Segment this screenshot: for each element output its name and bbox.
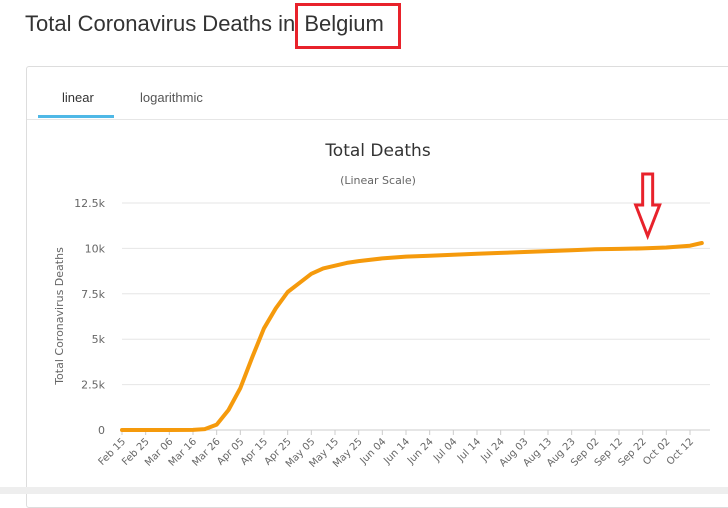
- chart-subtitle: (Linear Scale): [340, 174, 416, 187]
- series-layer: [120, 241, 704, 432]
- page-title-prefix: Total Coronavirus Deaths in: [25, 11, 302, 36]
- y-tick-labels: 0 2.5k 5k 7.5k 10k 12.5k: [74, 197, 105, 437]
- y-tick-label: 5k: [92, 333, 106, 346]
- active-tab-indicator: [38, 115, 114, 118]
- total-deaths-chart: Total Deaths (Linear Scale) Total Corona…: [53, 141, 710, 470]
- grid-lines: [122, 202, 710, 431]
- x-tick-label: Jul 14: [455, 436, 483, 464]
- x-tick-label: Jun 24: [405, 436, 436, 467]
- country-name: Belgium: [304, 11, 384, 36]
- scale-tabs: linear logarithmic: [27, 67, 728, 120]
- deaths-series-line: [120, 241, 704, 432]
- x-tick-label: Jul 04: [431, 436, 459, 464]
- chart-title: Total Deaths: [324, 141, 431, 161]
- y-tick-label: 10k: [85, 242, 106, 255]
- chart-panel: linear logarithmic: [26, 66, 728, 508]
- annotation-layer: [633, 172, 662, 241]
- page-bottom-strip: [0, 487, 728, 494]
- y-tick-label: 0: [98, 424, 105, 437]
- x-tick-label: Oct 12: [665, 436, 696, 467]
- x-tick-label: Jun 14: [381, 436, 412, 467]
- country-highlight-box: Belgium: [295, 3, 401, 49]
- y-axis-label: Total Coronavirus Deaths: [53, 247, 66, 386]
- y-tick-label: 2.5k: [81, 379, 105, 392]
- y-tick-label: 12.5k: [74, 197, 105, 210]
- page-title: Total Coronavirus Deaths in Belgium: [25, 3, 401, 49]
- tab-linear[interactable]: linear: [62, 90, 94, 105]
- x-tick-label: Jun 04: [358, 436, 389, 467]
- tab-logarithmic[interactable]: logarithmic: [140, 90, 203, 105]
- down-arrow-annotation: [633, 172, 662, 241]
- y-tick-label: 7.5k: [81, 288, 105, 301]
